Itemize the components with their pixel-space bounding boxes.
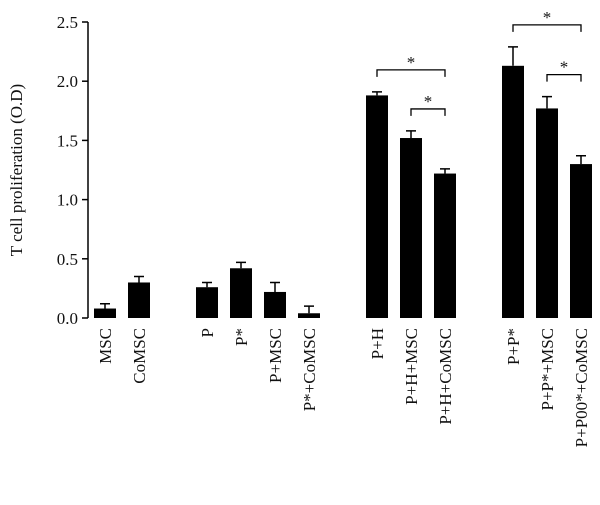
bar (536, 108, 558, 318)
bar (264, 291, 286, 318)
y-tick-label: 0.5 (57, 250, 78, 269)
y-tick-label: 1.5 (57, 131, 78, 150)
bar (570, 164, 592, 318)
x-tick-label: MSC (96, 328, 115, 364)
bar (502, 65, 524, 318)
bar (230, 268, 252, 318)
y-tick-label: 1.0 (57, 191, 78, 210)
x-tick-label: P* (232, 328, 251, 346)
error-bar (542, 95, 552, 109)
bar (434, 173, 456, 318)
x-tick-label: P*+CoMSC (300, 328, 319, 411)
y-tick-label: 2.0 (57, 72, 78, 91)
bar (400, 138, 422, 318)
y-axis-label: T cell proliferation (O.D) (7, 84, 26, 256)
y-tick-label: 0.0 (57, 309, 78, 328)
error-bar (100, 303, 110, 309)
significance-label: * (560, 58, 569, 77)
x-tick-label: P+P00*+CoMSC (572, 328, 591, 447)
error-bar (372, 91, 382, 96)
error-bar (406, 130, 416, 139)
significance-label: * (543, 8, 552, 27)
x-tick-label: P+H (368, 328, 387, 359)
error-bar (508, 46, 518, 66)
x-tick-label: P+MSC (266, 328, 285, 383)
significance-bracket (376, 69, 446, 77)
bar (366, 95, 388, 319)
error-bar (202, 281, 212, 288)
significance-bracket (546, 73, 582, 82)
bar (94, 308, 116, 318)
error-bar (270, 281, 280, 292)
x-tick-label: P+H+MSC (402, 328, 421, 405)
error-bar (440, 168, 450, 174)
bar (196, 287, 218, 318)
error-bar (576, 155, 586, 165)
significance-label: * (424, 92, 433, 111)
x-tick-label: CoMSC (130, 328, 149, 384)
significance-bracket (410, 108, 446, 116)
significance-bracket (512, 24, 582, 32)
x-tick-label: P+H+CoMSC (436, 328, 455, 425)
error-bar (304, 305, 314, 314)
bar (298, 313, 320, 318)
significance-label: * (407, 53, 416, 72)
y-tick-label: 2.5 (57, 13, 78, 32)
error-bar (134, 275, 144, 283)
x-tick-label: P (198, 328, 217, 337)
error-bar (236, 261, 246, 269)
x-tick-label: P+P*+MSC (538, 328, 557, 411)
x-tick-label: P+P* (504, 328, 523, 365)
bar (128, 282, 150, 318)
